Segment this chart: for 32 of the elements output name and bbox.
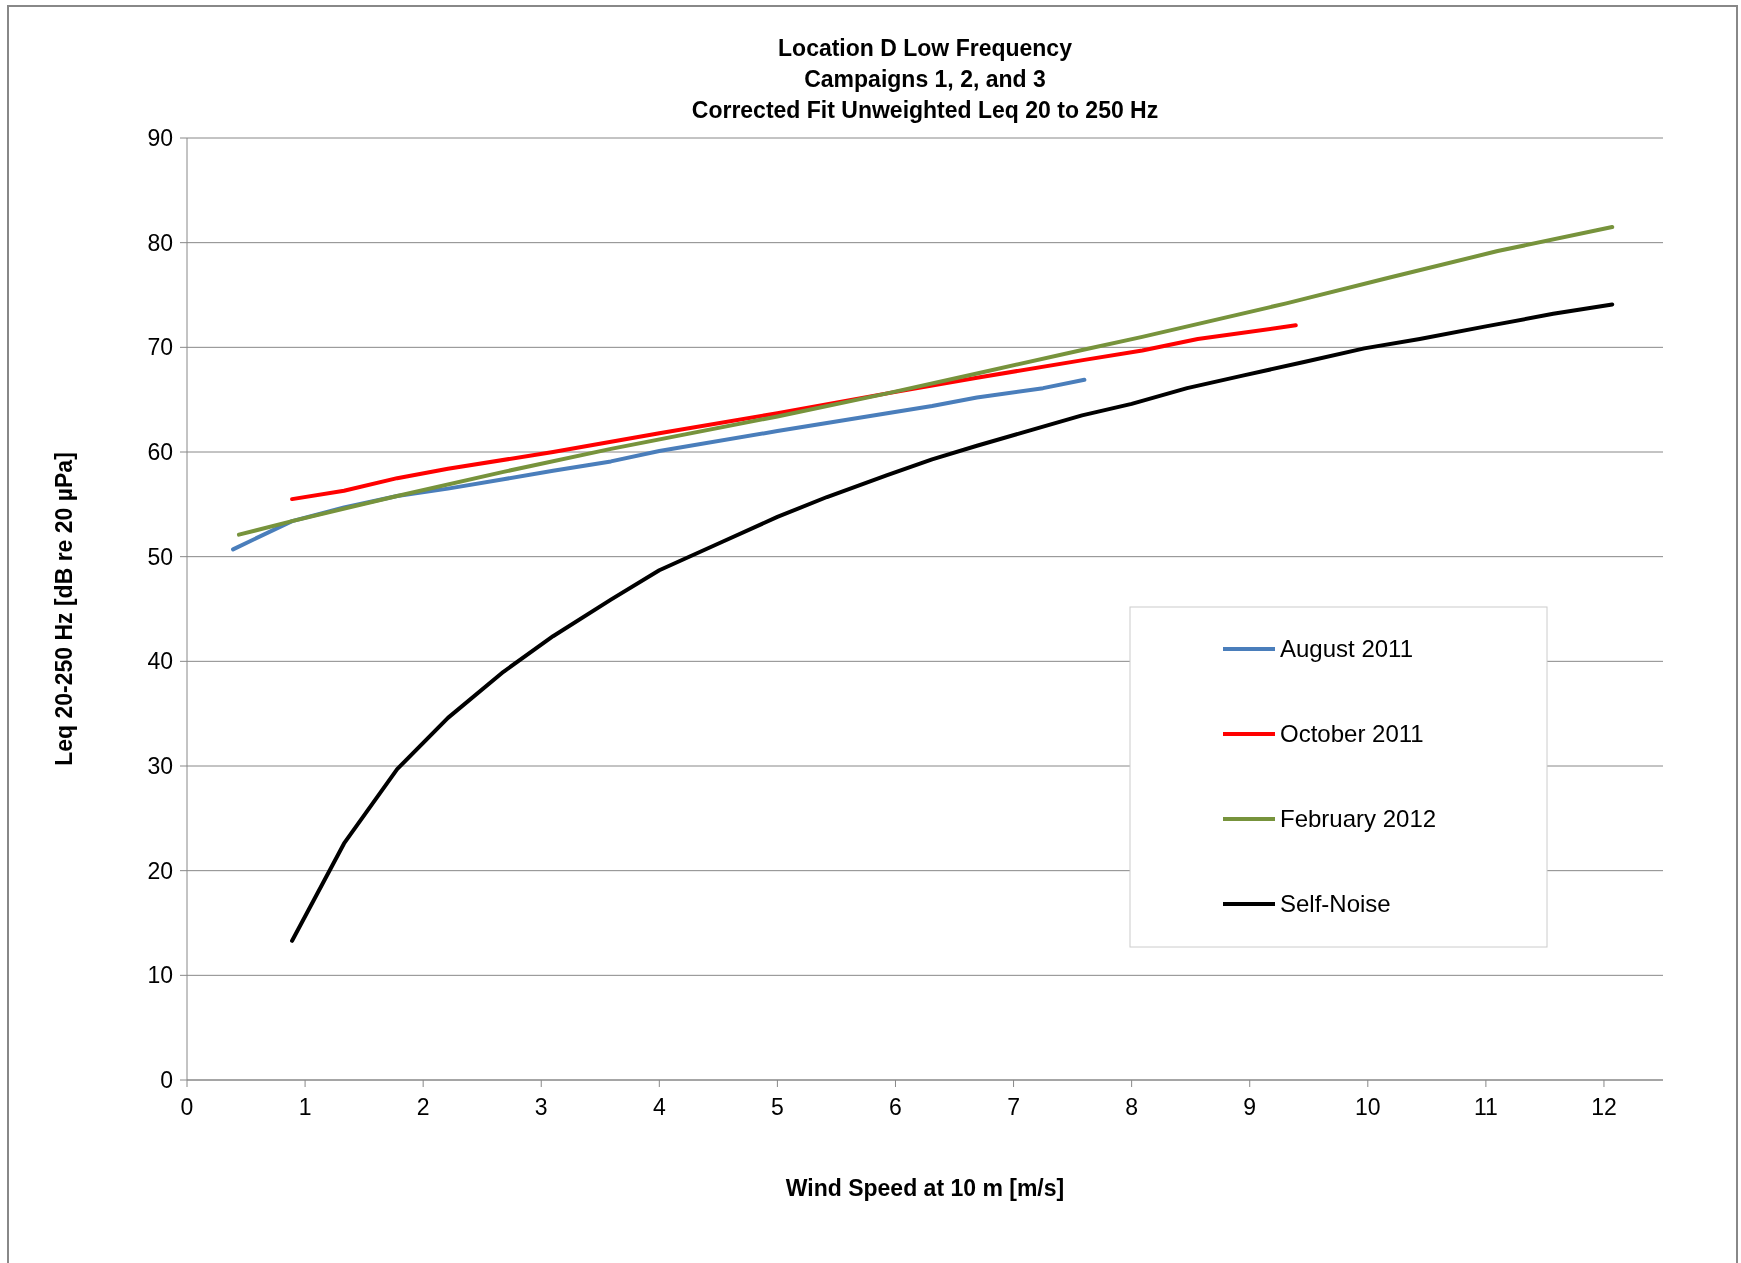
legend-label: October 2011 [1280,720,1424,747]
y-tick-label: 20 [147,857,173,884]
x-tick-label: 2 [416,1094,430,1120]
x-axis-title: Wind Speed at 10 m [m/s] [785,1175,1065,1201]
x-tick-label: 10 [1355,1094,1381,1120]
y-tick-label: 0 [160,1067,173,1093]
x-tick-label: 8 [1125,1094,1139,1120]
y-tick-label: 90 [147,125,173,151]
y-tick-label: 40 [147,648,173,675]
x-tick-label: 12 [1591,1094,1617,1120]
y-tick-label: 50 [147,543,173,570]
y-axis-title: Leq 20-250 Hz [dB re 20 µPa] [51,452,77,766]
x-tick-label: 5 [771,1094,784,1120]
chart-title: Location D Low Frequency Campaigns 1, 2, and 3 Corrected Fit Unweighted Leq 20 to 250 Hz [691,35,1159,123]
x-tick-label: 3 [534,1094,548,1120]
legend-label: August 2011 [1280,635,1413,662]
y-tick-label: 70 [147,334,173,361]
x-tick-label: 7 [1007,1094,1020,1120]
y-tick-label: 60 [147,439,173,465]
line-series [236,224,1615,537]
x-tick-label: 1 [298,1094,312,1120]
legend-label: Self-Noise [1280,890,1391,917]
legend-label: February 2012 [1280,805,1437,832]
x-tick-label: 11 [1473,1094,1498,1120]
line-series [290,302,1615,943]
x-tick-label: 6 [889,1094,902,1120]
x-tick-label: 4 [652,1094,666,1120]
y-tick-label: 10 [147,962,173,989]
x-tick-label: 9 [1243,1094,1257,1120]
x-tick-label: 0 [180,1094,194,1120]
y-tick-label: 80 [147,229,173,256]
y-tick-label: 30 [147,753,173,779]
